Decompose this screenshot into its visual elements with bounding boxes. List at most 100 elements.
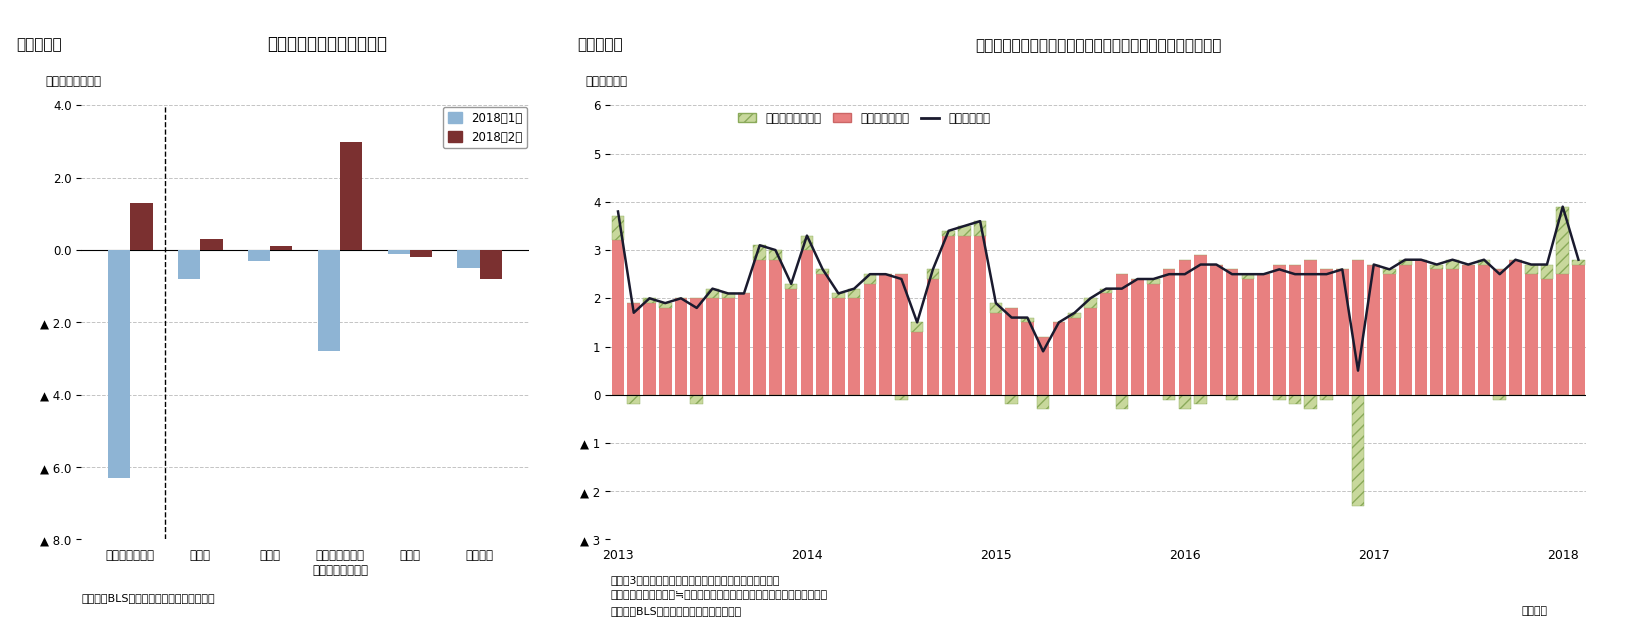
Bar <box>1446 260 1459 269</box>
Bar <box>1383 269 1396 274</box>
Bar <box>1352 395 1365 506</box>
Bar <box>770 250 781 260</box>
Bar <box>1272 265 1285 395</box>
Bar <box>1241 279 1254 395</box>
Bar <box>1494 269 1507 395</box>
Bar <box>1430 265 1443 269</box>
Bar <box>958 226 971 236</box>
Bar <box>1147 279 1160 284</box>
Bar <box>690 298 703 395</box>
Bar <box>643 303 656 395</box>
Bar <box>1289 395 1302 404</box>
Text: （資料）BLSよりニッセイ基礎研究所作成: （資料）BLSよりニッセイ基礎研究所作成 <box>81 593 215 603</box>
Bar <box>1084 308 1097 395</box>
Text: （図表３）: （図表３） <box>16 38 62 53</box>
Bar <box>1147 284 1160 395</box>
Bar <box>927 269 939 279</box>
Bar <box>1430 269 1443 395</box>
Bar <box>784 284 797 289</box>
Bar <box>1541 279 1554 395</box>
Bar <box>989 312 1002 395</box>
Bar <box>1131 279 1144 395</box>
Bar <box>457 250 480 268</box>
Bar <box>1100 293 1113 395</box>
Bar <box>895 395 908 399</box>
Bar <box>1225 269 1238 395</box>
Bar <box>1210 265 1222 395</box>
Bar <box>722 298 734 395</box>
Bar <box>1116 395 1128 409</box>
Bar <box>1022 322 1033 395</box>
Bar <box>1005 308 1019 395</box>
Bar <box>942 231 955 236</box>
Bar <box>107 250 130 478</box>
Text: 前月分・前々月分の改定幅: 前月分・前々月分の改定幅 <box>267 35 387 53</box>
Bar <box>1272 395 1285 399</box>
Bar <box>706 289 719 298</box>
Bar <box>1258 274 1269 395</box>
Bar <box>317 250 340 352</box>
Bar <box>1069 312 1080 317</box>
Bar <box>1541 265 1554 279</box>
Bar <box>831 298 844 395</box>
Bar <box>770 260 781 395</box>
Bar <box>643 298 656 303</box>
Bar <box>247 250 270 261</box>
Bar <box>879 274 892 395</box>
Text: （図表４）: （図表４） <box>578 38 623 53</box>
Bar <box>1557 274 1568 395</box>
Text: （資料）BLSよりニッセイ基礎研究所作成: （資料）BLSよりニッセイ基礎研究所作成 <box>610 606 742 616</box>
Bar <box>410 250 433 257</box>
Bar <box>975 221 986 236</box>
Bar <box>1415 260 1427 395</box>
Bar <box>387 250 410 254</box>
Bar <box>1053 322 1066 395</box>
Bar <box>628 395 639 404</box>
Bar <box>1524 265 1538 274</box>
Bar <box>864 274 877 284</box>
Bar <box>1572 260 1585 265</box>
Bar <box>1241 274 1254 279</box>
Bar <box>1352 260 1365 395</box>
Bar <box>958 236 971 395</box>
Bar <box>1319 395 1333 399</box>
Bar <box>270 246 293 250</box>
Bar <box>848 298 861 395</box>
Bar <box>1194 395 1207 404</box>
Text: 〈年率、％〉: 〈年率、％〉 <box>586 75 628 88</box>
Bar <box>1494 395 1507 399</box>
Bar <box>737 293 750 395</box>
Text: （前月差、万人）: （前月差、万人） <box>46 75 101 88</box>
Bar <box>864 284 877 395</box>
Bar <box>1510 260 1521 395</box>
Bar <box>1336 269 1349 395</box>
Bar <box>1178 260 1191 395</box>
Bar <box>1163 395 1175 399</box>
Bar <box>895 274 908 395</box>
Bar <box>1463 265 1474 395</box>
Bar <box>675 298 687 395</box>
Bar <box>612 216 625 241</box>
Bar <box>942 236 955 395</box>
Bar <box>1399 260 1412 265</box>
Bar <box>927 279 939 395</box>
Text: 週当たり賃金伸び率≒週当たり労働時間伸び率＋時間当たり賃金伸び率: 週当たり賃金伸び率≒週当たり労働時間伸び率＋時間当たり賃金伸び率 <box>610 590 827 600</box>
Bar <box>1036 395 1049 409</box>
Bar <box>130 203 153 250</box>
Bar <box>1100 289 1113 293</box>
Bar <box>1069 317 1080 395</box>
Bar <box>1305 260 1318 395</box>
Bar <box>480 250 503 279</box>
Bar <box>753 260 766 395</box>
Bar <box>1178 395 1191 409</box>
Bar <box>1477 265 1490 395</box>
Bar <box>1022 317 1033 322</box>
Bar <box>1036 337 1049 395</box>
Bar <box>340 141 363 250</box>
Text: 民間非農業部門の週当たり賃金伸び率（年率換算、寄与度）: 民間非農業部門の週当たり賃金伸び率（年率換算、寄与度） <box>975 38 1222 53</box>
Bar <box>800 236 814 250</box>
Bar <box>1446 269 1459 395</box>
Bar <box>1116 274 1128 395</box>
Bar <box>659 308 672 395</box>
Bar <box>1383 274 1396 395</box>
